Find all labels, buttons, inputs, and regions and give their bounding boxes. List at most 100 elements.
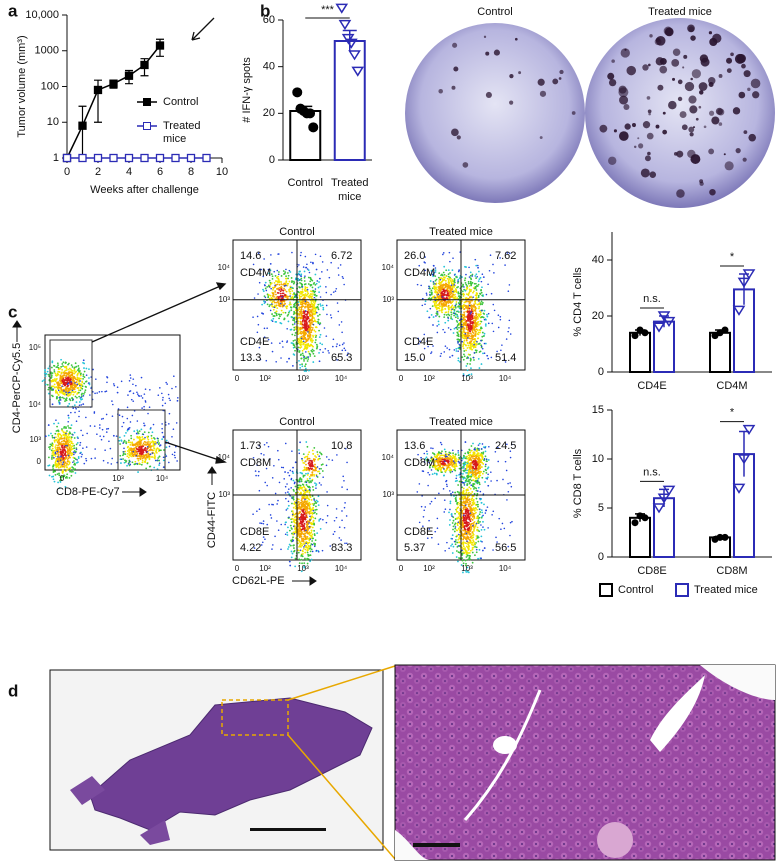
event-dot (298, 347, 300, 349)
event-dot (292, 471, 294, 473)
event-dot (420, 285, 422, 287)
event-dot (64, 366, 66, 368)
event-dot (283, 270, 285, 272)
event-dot (276, 307, 278, 309)
event-dot (456, 335, 458, 337)
event-dot (137, 471, 139, 473)
event-dot (273, 296, 275, 298)
event-dot (458, 327, 460, 329)
event-dot (302, 517, 304, 519)
event-dot (302, 510, 304, 512)
event-dot (289, 270, 291, 272)
event-dot (306, 315, 308, 317)
event-dot (149, 458, 151, 460)
event-dot (79, 404, 81, 406)
event-dot (330, 294, 332, 296)
event-dot (470, 306, 472, 308)
event-dot (508, 327, 510, 329)
legend-label: Treated mice (694, 584, 758, 596)
event-dot (55, 455, 57, 457)
event-dot (53, 457, 55, 459)
event-dot (303, 333, 305, 335)
event-dot (67, 383, 69, 385)
event-dot (464, 302, 466, 304)
event-dot (486, 355, 488, 357)
event-dot (315, 539, 317, 541)
event-dot (58, 422, 60, 424)
event-dot (421, 305, 423, 307)
event-dot (67, 436, 69, 438)
event-dot (326, 314, 328, 316)
event-dot (74, 468, 76, 470)
y-tick-label: 0 (598, 366, 604, 378)
event-dot (78, 416, 80, 418)
event-dot (74, 382, 76, 384)
event-dot (104, 391, 106, 393)
event-dot (70, 393, 72, 395)
event-dot (83, 463, 85, 465)
event-dot (57, 394, 59, 396)
event-dot (314, 342, 316, 344)
event-dot (484, 343, 486, 345)
event-dot (292, 365, 294, 367)
event-dot (441, 291, 443, 293)
event-dot (56, 396, 58, 398)
event-dot (453, 307, 455, 309)
event-dot (322, 261, 324, 263)
event-dot (306, 559, 308, 561)
event-dot (65, 426, 67, 428)
spot (699, 106, 702, 109)
event-dot (83, 383, 85, 385)
event-dot (64, 379, 66, 381)
event-dot (126, 465, 128, 467)
event-dot (507, 331, 509, 333)
well-title: Control (477, 6, 512, 18)
event-dot (304, 297, 306, 299)
event-dot (321, 271, 323, 273)
event-dot (292, 296, 294, 298)
event-dot (55, 461, 57, 463)
event-dot (163, 466, 165, 468)
x-tick-label: 8 (188, 166, 194, 178)
event-dot (446, 347, 448, 349)
event-dot (162, 432, 164, 434)
event-dot (298, 286, 300, 288)
event-dot (461, 341, 463, 343)
event-dot (130, 447, 132, 449)
event-dot (498, 314, 500, 316)
event-dot (305, 351, 307, 353)
event-dot (316, 345, 318, 347)
event-dot (498, 327, 500, 329)
event-dot (82, 403, 84, 405)
event-dot (68, 387, 70, 389)
event-dot (333, 338, 335, 340)
event-dot (291, 556, 293, 558)
event-dot (454, 282, 456, 284)
spot (699, 82, 708, 91)
event-dot (135, 385, 137, 387)
event-dot (171, 436, 173, 438)
x-tick-label: Control (288, 177, 323, 189)
spot (719, 74, 723, 78)
event-dot (491, 293, 493, 295)
event-dot (308, 309, 310, 311)
event-dot (119, 443, 121, 445)
event-dot (62, 452, 64, 454)
event-dot (314, 517, 316, 519)
event-dot (70, 412, 72, 414)
x-tick-label: 0 (64, 166, 70, 178)
event-dot (307, 289, 309, 291)
event-dot (139, 442, 141, 444)
event-dot (465, 350, 467, 352)
event-dot (475, 340, 477, 342)
event-dot (94, 393, 96, 395)
event-dot (288, 275, 290, 277)
event-dot (291, 518, 293, 520)
event-dot (45, 384, 47, 386)
x-tick-label: 10⁴ (335, 374, 348, 383)
event-dot (318, 281, 320, 283)
event-dot (475, 317, 477, 319)
event-dot (283, 292, 285, 294)
event-dot (172, 454, 174, 456)
spot (621, 48, 630, 57)
